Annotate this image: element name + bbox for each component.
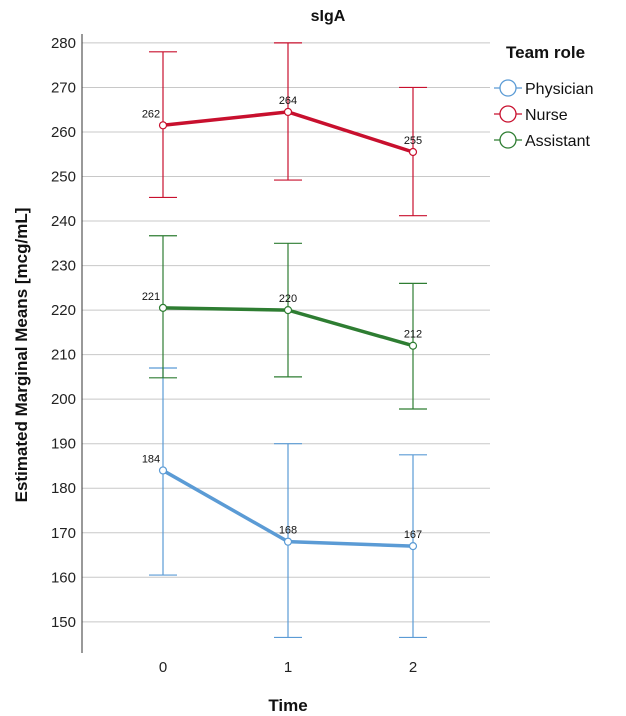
- legend-label: Physician: [525, 81, 593, 98]
- y-tick-label: 150: [51, 614, 76, 631]
- data-point: [408, 147, 418, 157]
- data-label: 220: [279, 293, 297, 305]
- legend: Team role Physician Nurse Assistant: [494, 43, 593, 150]
- data-point: [158, 466, 168, 475]
- legend-label: Assistant: [525, 133, 590, 150]
- data-label: 168: [279, 525, 297, 537]
- data-point: [158, 121, 168, 130]
- y-tick-label: 180: [51, 480, 76, 497]
- data-point: [158, 303, 168, 312]
- x-tick-label: 0: [159, 659, 167, 676]
- y-tick-label: 210: [51, 347, 76, 364]
- y-tick-label: 260: [51, 124, 76, 141]
- data-label: 184: [142, 453, 160, 465]
- y-tick-label: 280: [51, 35, 76, 52]
- legend-label: Nurse: [525, 107, 568, 124]
- data-point: [283, 306, 293, 315]
- x-tick-labels: 0 1 2: [159, 659, 417, 676]
- legend-swatch-marker: [499, 79, 517, 97]
- y-axis-title: Estimated Marginal Means [mcg/mL]: [12, 208, 31, 503]
- series-layer: 184 168 167 262 264 255 221 220 212: [142, 42, 427, 639]
- x-tick-label: 2: [409, 659, 417, 676]
- legend-title: Team role: [506, 43, 585, 62]
- chart-title: sIgA: [311, 8, 346, 25]
- data-label: 255: [404, 135, 422, 147]
- data-point: [283, 107, 293, 117]
- x-tick-label: 1: [284, 659, 292, 676]
- data-point: [408, 542, 418, 551]
- x-axis-title: Time: [268, 696, 307, 715]
- series-physician: 184 168 167: [142, 367, 427, 639]
- legend-swatch-marker: [499, 105, 517, 123]
- y-tick-label: 170: [51, 525, 76, 542]
- series-assistant: 221 220 212: [142, 235, 427, 410]
- y-tick-label: 220: [51, 302, 76, 319]
- y-tick-label: 250: [51, 169, 76, 186]
- legend-item-assistant: Assistant: [494, 131, 590, 150]
- y-tick-label: 160: [51, 569, 76, 586]
- data-label: 264: [279, 95, 297, 107]
- legend-swatch-marker: [499, 131, 517, 149]
- data-point: [283, 537, 293, 546]
- y-tick-label: 190: [51, 436, 76, 453]
- data-label: 212: [404, 329, 422, 341]
- series-nurse: 262 264 255: [142, 42, 427, 217]
- data-label: 262: [142, 108, 160, 120]
- legend-item-nurse: Nurse: [494, 105, 568, 124]
- y-tick-label: 230: [51, 258, 76, 275]
- data-label: 221: [142, 291, 160, 303]
- legend-item-physician: Physician: [494, 79, 593, 98]
- y-tick-label: 270: [51, 79, 76, 96]
- data-point: [408, 341, 418, 350]
- y-tick-label: 200: [51, 391, 76, 408]
- data-label: 167: [404, 529, 422, 541]
- y-tick-labels: 150 160 170 180 190 200 210 220 230 240 250 260 270 2…: [51, 35, 76, 631]
- y-tick-label: 240: [51, 213, 76, 230]
- legend-items: Physician Nurse Assistant: [494, 79, 593, 150]
